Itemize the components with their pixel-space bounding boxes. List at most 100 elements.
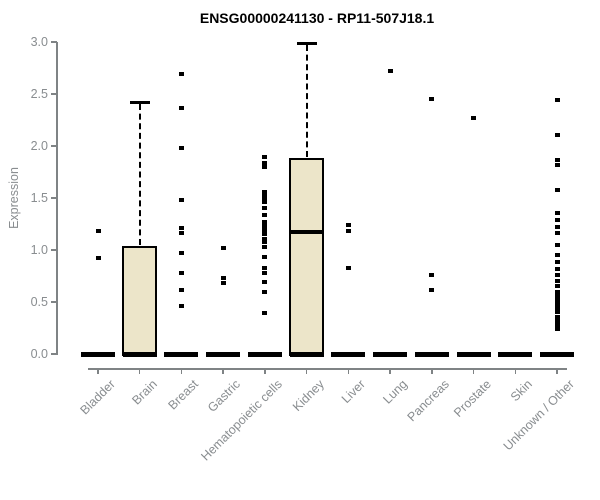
outlier-point bbox=[554, 318, 560, 323]
outlier-point bbox=[554, 297, 560, 302]
outlier-point bbox=[262, 244, 268, 249]
outlier-point bbox=[429, 287, 435, 292]
outlier-point bbox=[262, 228, 268, 233]
outlier-point bbox=[345, 223, 351, 228]
outlier-point bbox=[554, 266, 560, 271]
zero-median-dash bbox=[122, 351, 157, 357]
x-tick-mark bbox=[264, 368, 266, 374]
outlier-point bbox=[345, 229, 351, 234]
outlier-point bbox=[262, 164, 268, 169]
outlier-point bbox=[178, 270, 184, 275]
outlier-point bbox=[220, 281, 226, 286]
outlier-point bbox=[554, 242, 560, 247]
x-tick-mark bbox=[556, 368, 558, 374]
zero-median-dash bbox=[206, 351, 241, 357]
outlier-point bbox=[262, 265, 268, 270]
y-tick-mark bbox=[50, 41, 57, 43]
zero-median-dash bbox=[164, 351, 199, 357]
outlier-point bbox=[429, 97, 435, 102]
x-tick-mark bbox=[138, 368, 141, 374]
box bbox=[122, 245, 158, 356]
x-tick-mark bbox=[347, 368, 350, 374]
outlier-point bbox=[178, 198, 184, 203]
outlier-point bbox=[554, 98, 560, 103]
outlier-point bbox=[262, 239, 268, 244]
zero-median-dash bbox=[247, 351, 282, 357]
zero-median-dash bbox=[289, 351, 324, 357]
outlier-point bbox=[262, 212, 268, 217]
outlier-point bbox=[554, 217, 560, 222]
outlier-point bbox=[554, 293, 560, 298]
outlier-point bbox=[95, 229, 101, 234]
y-tick-label: 0.0 bbox=[30, 346, 48, 361]
outlier-point bbox=[262, 200, 268, 205]
outlier-point bbox=[554, 306, 560, 311]
whisker-upper bbox=[138, 104, 141, 245]
zero-median-dash bbox=[414, 351, 449, 357]
outlier-point bbox=[554, 279, 560, 284]
y-tick-label: 2.5 bbox=[30, 86, 48, 101]
outlier-point bbox=[262, 226, 268, 231]
outlier-point bbox=[554, 210, 560, 215]
outlier-point bbox=[178, 251, 184, 256]
outlier-point bbox=[554, 284, 560, 289]
outlier-point bbox=[554, 327, 560, 332]
whisker-cap bbox=[129, 101, 150, 104]
y-tick-mark bbox=[50, 93, 57, 95]
outlier-point bbox=[178, 226, 184, 231]
chart-title: ENSG00000241130 - RP11-507J18.1 bbox=[199, 10, 435, 26]
outlier-point bbox=[178, 146, 184, 151]
y-tick-mark bbox=[50, 145, 57, 147]
box bbox=[289, 158, 325, 356]
outlier-point bbox=[178, 105, 184, 110]
y-tick-mark bbox=[50, 301, 57, 303]
x-axis-line bbox=[88, 368, 567, 370]
x-tick-mark bbox=[180, 368, 183, 374]
y-tick-label: 1.5 bbox=[30, 190, 48, 205]
y-tick-label: 2.0 bbox=[30, 138, 48, 153]
median-line bbox=[289, 230, 325, 235]
outlier-point bbox=[554, 289, 560, 294]
outlier-point bbox=[387, 69, 393, 74]
zero-median-dash bbox=[81, 351, 115, 357]
outlier-point bbox=[554, 162, 560, 167]
x-tick-mark bbox=[222, 368, 224, 374]
outlier-point bbox=[178, 231, 184, 236]
outlier-point bbox=[178, 287, 184, 292]
outlier-point bbox=[262, 289, 268, 294]
whisker-cap bbox=[296, 42, 317, 45]
outlier-point bbox=[554, 322, 560, 327]
outlier-point bbox=[262, 160, 268, 165]
outlier-point bbox=[554, 187, 560, 192]
outlier-point bbox=[262, 219, 268, 224]
x-tick-mark bbox=[514, 368, 517, 374]
outlier-point bbox=[554, 157, 560, 162]
outlier-point bbox=[262, 223, 268, 228]
zero-median-dash bbox=[540, 351, 574, 357]
outlier-point bbox=[262, 189, 268, 194]
y-tick-label: 1.0 bbox=[30, 242, 48, 257]
y-tick-label: 3.0 bbox=[30, 34, 48, 49]
outlier-point bbox=[554, 272, 560, 277]
outlier-point bbox=[220, 245, 226, 250]
outlier-point bbox=[554, 302, 560, 307]
outlier-point bbox=[554, 260, 560, 265]
outlier-point bbox=[262, 311, 268, 316]
outlier-point bbox=[262, 198, 268, 203]
outlier-point bbox=[554, 253, 560, 258]
y-tick-mark bbox=[50, 197, 57, 199]
zero-median-dash bbox=[331, 351, 366, 357]
y-tick-label: 0.5 bbox=[30, 294, 48, 309]
outlier-point bbox=[554, 132, 560, 137]
outlier-point bbox=[554, 231, 560, 236]
outlier-point bbox=[262, 232, 268, 237]
y-axis-line bbox=[56, 42, 58, 355]
outlier-point bbox=[178, 72, 184, 77]
x-tick-mark bbox=[431, 368, 433, 374]
outlier-point bbox=[554, 310, 560, 315]
outlier-point bbox=[554, 225, 560, 230]
zero-median-dash bbox=[498, 351, 533, 357]
zero-median-dash bbox=[373, 351, 408, 357]
outlier-point bbox=[262, 206, 268, 211]
